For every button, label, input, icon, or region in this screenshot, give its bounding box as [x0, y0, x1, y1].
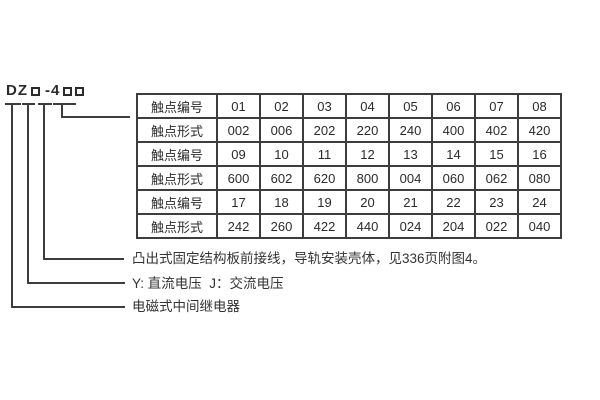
placeholder-box-icon: [31, 86, 40, 96]
annotation-relay-type: 电磁式中间继电器: [132, 299, 240, 314]
table-cell: 402: [474, 117, 519, 143]
connector-line-voltage: [27, 103, 29, 284]
table-cell: 03: [302, 93, 347, 119]
row-label: 触点形式: [136, 165, 218, 191]
table-cell: 12: [345, 141, 390, 167]
table-cell: 800: [345, 165, 390, 191]
table-cell: 02: [259, 93, 304, 119]
connector-run-mounting: [43, 258, 124, 260]
table-cell: 23: [474, 189, 519, 215]
table-cell: 080: [517, 165, 562, 191]
table-cell: 11: [302, 141, 347, 167]
table-cell: 242: [216, 213, 261, 239]
row-label: 触点编号: [136, 189, 218, 215]
table-cell: 240: [388, 117, 433, 143]
table-cell: 07: [474, 93, 519, 119]
table-cell: 060: [431, 165, 476, 191]
table-cell: 260: [259, 213, 304, 239]
row-label: 触点编号: [136, 93, 218, 119]
table-cell: 620: [302, 165, 347, 191]
table-cell: 040: [517, 213, 562, 239]
table-cell: 022: [474, 213, 519, 239]
table-cell: 004: [388, 165, 433, 191]
table-cell: 420: [517, 117, 562, 143]
table-cell: 10: [259, 141, 304, 167]
table-cell: 13: [388, 141, 433, 167]
table-cell: 600: [216, 165, 261, 191]
table-cell: 09: [216, 141, 261, 167]
table-cell: 024: [388, 213, 433, 239]
connector-line-contact-table: [61, 103, 63, 118]
table-cell: 16: [517, 141, 562, 167]
connector-run-voltage: [27, 282, 125, 284]
connector-tick-dz: [5, 103, 21, 105]
table-cell: 21: [388, 189, 433, 215]
connector-line-relay-type: [11, 103, 13, 308]
connector-tick-contact-boxes: [53, 103, 76, 105]
model-code: DZ -4: [6, 82, 85, 99]
contact-table: 触点编号 01 02 03 04 05 06 07 08 触点形式 002 00…: [136, 93, 562, 239]
table-cell: 22: [431, 189, 476, 215]
table-row: 触点形式 002 006 202 220 240 400 402 420: [136, 117, 562, 143]
table-row: 触点编号 17 18 19 20 21 22 23 24: [136, 189, 562, 215]
table-row: 触点形式 242 260 422 440 024 204 022 040: [136, 213, 562, 239]
table-cell: 01: [216, 93, 261, 119]
table-cell: 422: [302, 213, 347, 239]
table-cell: 15: [474, 141, 519, 167]
table-cell: 17: [216, 189, 261, 215]
placeholder-box-icon: [75, 86, 85, 96]
placeholder-box-icon: [63, 86, 73, 96]
table-cell: 14: [431, 141, 476, 167]
table-cell: 400: [431, 117, 476, 143]
row-label: 触点形式: [136, 213, 218, 239]
connector-run-relay-type: [11, 306, 125, 308]
table-row: 触点形式 600 602 620 800 004 060 062 080: [136, 165, 562, 191]
annotation-voltage: Y: 直流电压 J：交流电压: [132, 276, 284, 291]
table-cell: 440: [345, 213, 390, 239]
table-cell: 602: [259, 165, 304, 191]
connector-run-contact-table: [61, 116, 130, 118]
table-row: 触点编号 09 10 11 12 13 14 15 16: [136, 141, 562, 167]
row-label: 触点编号: [136, 141, 218, 167]
annotation-mounting: 凸出式固定结构板前接线，导轨安装壳体，见336页附图4。: [132, 251, 487, 266]
table-row: 触点编号 01 02 03 04 05 06 07 08: [136, 93, 562, 119]
row-label: 触点形式: [136, 117, 218, 143]
table-cell: 04: [345, 93, 390, 119]
connector-line-mounting: [43, 103, 45, 260]
table-cell: 05: [388, 93, 433, 119]
table-cell: 08: [517, 93, 562, 119]
table-cell: 06: [431, 93, 476, 119]
table-cell: 220: [345, 117, 390, 143]
table-cell: 202: [302, 117, 347, 143]
table-cell: 24: [517, 189, 562, 215]
connector-tick-dash4: [38, 103, 52, 105]
table-cell: 204: [431, 213, 476, 239]
model-infix: -4: [45, 82, 61, 99]
table-cell: 18: [259, 189, 304, 215]
model-prefix: DZ: [6, 82, 28, 99]
table-cell: 006: [259, 117, 304, 143]
table-cell: 062: [474, 165, 519, 191]
table-cell: 20: [345, 189, 390, 215]
table-cell: 002: [216, 117, 261, 143]
table-cell: 19: [302, 189, 347, 215]
